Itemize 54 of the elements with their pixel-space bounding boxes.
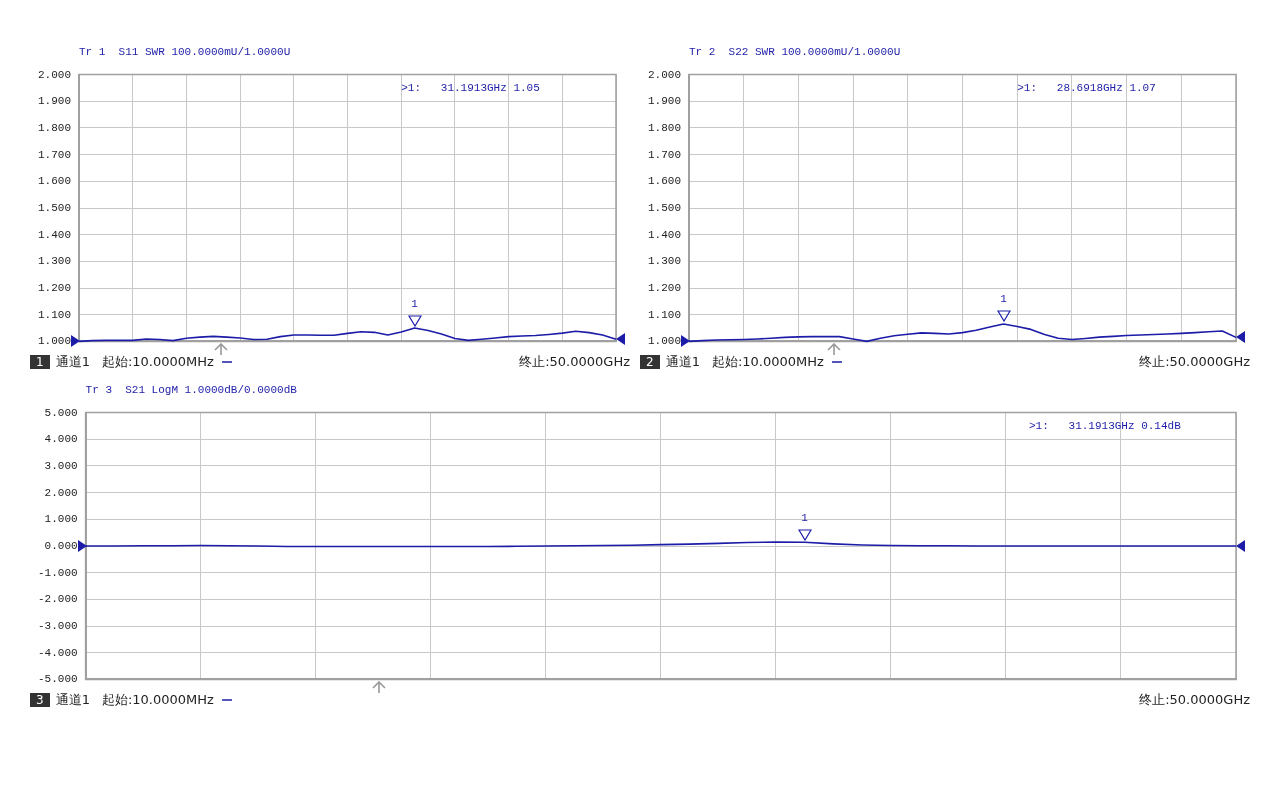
text: 起始:10.0000MHz — [101, 691, 214, 710]
y-tick-label: 1.300 — [37, 255, 72, 268]
annotation: 1 — [1000, 292, 1008, 305]
y-tick-label: 4.000 — [44, 433, 78, 446]
y-tick-label: 1.800 — [37, 121, 72, 134]
y-tick-label: 1.700 — [37, 148, 72, 161]
text: 终止:50.0000GHz — [1139, 691, 1250, 710]
y-tick-label: 1.100 — [37, 308, 72, 321]
y-tick-label: 1.200 — [647, 281, 682, 294]
y-tick-label: 1.300 — [647, 255, 682, 268]
y-tick-label: 3.000 — [44, 459, 78, 472]
y-tick-label: 2.000 — [37, 68, 72, 81]
y-tick-label: -1.000 — [38, 566, 78, 579]
annotation: 1 — [801, 512, 809, 525]
chart-title: Tr 1 S11 SWR 100.0000mU/1.0000U — [79, 46, 291, 58]
y-tick-label: 1.900 — [37, 95, 72, 108]
y-tick-label: 1.000 — [647, 335, 682, 348]
y-tick-label: 1.400 — [37, 228, 72, 241]
text: 通道1 — [55, 353, 90, 372]
text: 起始:10.0000MHz — [101, 353, 214, 372]
y-tick-label: -5.000 — [38, 673, 78, 686]
annotation: 1 — [411, 297, 419, 310]
annotation: >1: 28.6918GHz 1.07 — [1017, 81, 1156, 94]
y-tick-label: -4.000 — [38, 646, 78, 659]
text: 3 — [30, 693, 50, 708]
y-tick-label: 1.500 — [647, 201, 682, 214]
y-tick-label: 1.000 — [44, 513, 78, 526]
y-tick-label: 2.000 — [647, 68, 682, 81]
y-tick-label: 5.000 — [44, 406, 78, 419]
y-tick-label: -3.000 — [38, 619, 78, 632]
text: 起始:10.0000MHz — [711, 353, 824, 372]
y-tick-label: 1.200 — [37, 281, 72, 294]
annotation: >1: 31.1913GHz 0.14dB — [1028, 419, 1182, 432]
y-tick-label: 2.000 — [44, 486, 78, 499]
text: 通道1 — [55, 691, 90, 710]
y-tick-label: 1.100 — [647, 308, 682, 321]
text: 通道1 — [665, 353, 700, 372]
text: 2 — [640, 355, 660, 370]
y-tick-label: 1.900 — [647, 95, 682, 108]
text: 终止:50.0000GHz — [1139, 353, 1250, 372]
y-tick-label: 1.400 — [647, 228, 682, 241]
y-tick-label: 1.800 — [647, 121, 682, 134]
y-tick-label: 1.600 — [647, 175, 682, 188]
y-tick-label: 1.500 — [37, 201, 72, 214]
y-tick-label: 1.700 — [647, 148, 682, 161]
y-tick-label: -2.000 — [38, 593, 78, 606]
y-tick-label: 1.600 — [37, 175, 72, 188]
text: 1 — [30, 355, 50, 370]
y-tick-label: 0.000 — [44, 539, 78, 552]
chart-title: Tr 3 S21 LogM 1.0000dB/0.0000dB — [85, 384, 297, 396]
y-tick-label: 1.000 — [37, 335, 72, 348]
annotation: >1: 31.1913GHz 1.05 — [401, 81, 540, 94]
chart-title: Tr 2 S22 SWR 100.0000mU/1.0000U — [689, 46, 901, 58]
text: 终止:50.0000GHz — [519, 353, 630, 372]
